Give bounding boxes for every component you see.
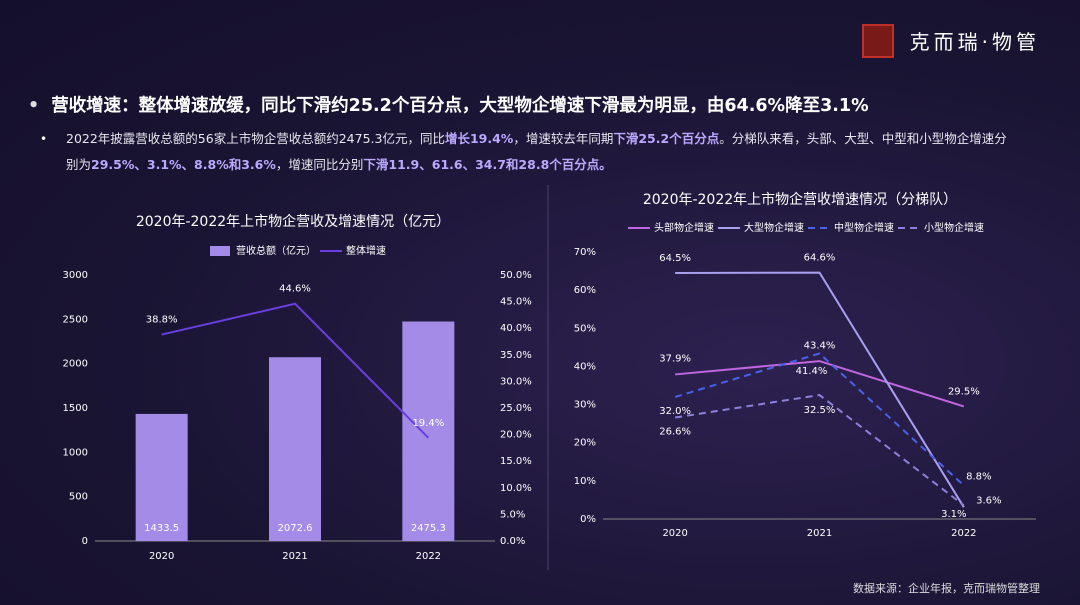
value-label: 41.4% [796, 366, 828, 377]
x-tick-label: 2020 [662, 528, 687, 539]
value-label: 3.6% [976, 495, 1001, 506]
bullet-text: 2022年披露营收总额的56家上市物企营收总额约2475.3亿元，同比增长19.… [66, 126, 1011, 178]
y2-tick-label: 5.0% [500, 509, 525, 520]
legend-label: 大型物企增速 [744, 221, 804, 234]
line [161, 302, 430, 439]
line [674, 352, 965, 487]
y-tick-label: 60% [574, 285, 596, 296]
y2-tick-label: 45.0% [500, 297, 532, 308]
highlight-text: 29.5%、3.1%、8.8%和3.6% [91, 157, 276, 172]
value-label: 2475.3 [411, 523, 446, 534]
legend-label: 中型物企增速 [834, 221, 894, 234]
legend-label: 小型物企增速 [924, 221, 984, 234]
y2-tick-label: 40.0% [500, 323, 532, 334]
value-label: 37.9% [659, 353, 691, 364]
chart-title: 2020年-2022年上市物企营收及增速情况（亿元） [136, 213, 450, 230]
x-tick-label: 2022 [416, 551, 441, 562]
y2-tick-label: 30.0% [500, 376, 532, 387]
y-tick-label: 10% [574, 476, 596, 487]
x-tick-label: 2021 [282, 551, 307, 562]
y2-tick-label: 35.0% [500, 350, 532, 361]
line [675, 271, 965, 508]
value-label: 32.0% [659, 406, 691, 417]
highlight-text: 下滑25.2个百分点 [613, 131, 720, 146]
value-label: 32.5% [804, 405, 836, 416]
value-label: 26.6% [659, 427, 691, 438]
legend-label: 营收总额（亿元） [236, 244, 316, 257]
text: ，增速较去年同期 [513, 131, 614, 146]
source: 数据来源：企业年报，克而瑞物管整理 [853, 582, 1040, 595]
bar [135, 413, 188, 541]
logo: 克而瑞·物管 [909, 30, 1040, 54]
headline: 营收增速：整体增速放缓，同比下滑约25.2个百分点，大型物企增速下滑最为明显，由… [28, 92, 868, 117]
bullet-dot: • [40, 132, 48, 146]
y-tick-label: 50% [574, 323, 596, 334]
x-tick-label: 2022 [951, 528, 976, 539]
y-tick-label: 1500 [63, 403, 88, 414]
value-label: 3.1% [941, 509, 966, 520]
legend-swatch [210, 246, 230, 256]
legend-label: 头部物企增速 [654, 221, 714, 234]
y-tick-label: 0% [580, 514, 596, 525]
value-label: 29.5% [948, 386, 980, 397]
value-label: 43.4% [804, 340, 836, 351]
text: ，增速同比分别 [275, 157, 364, 172]
y-tick-label: 0 [82, 536, 88, 547]
x-tick-label: 2021 [807, 528, 832, 539]
y-tick-label: 30% [574, 400, 596, 411]
y2-tick-label: 50.0% [500, 270, 532, 281]
highlight-text: 增长19.4% [444, 131, 514, 146]
value-label: 64.6% [804, 253, 836, 264]
y2-tick-label: 15.0% [500, 456, 532, 467]
y-tick-label: 20% [574, 438, 596, 449]
y-tick-label: 3000 [63, 270, 88, 281]
value-label: 38.8% [146, 315, 178, 326]
legend-label: 整体增速 [346, 244, 386, 257]
y-tick-label: 1000 [63, 447, 88, 458]
y2-tick-label: 25.0% [500, 403, 532, 414]
logo-icon [862, 24, 894, 58]
value-label: 19.4% [412, 418, 444, 429]
x-tick-label: 2020 [149, 551, 174, 562]
bar [269, 357, 321, 541]
text: 。分梯队来看，头部、大型、中型和小型物企增速分别为 [66, 131, 1007, 172]
y2-tick-label: 10.0% [500, 483, 532, 494]
value-label: 8.8% [966, 471, 991, 482]
bar [402, 321, 455, 541]
y-tick-label: 2000 [63, 359, 88, 370]
value-label: 44.6% [279, 284, 311, 295]
value-label: 2072.6 [278, 523, 313, 534]
highlight-text: 下滑11.9、61.6、34.7和28.8个百分点。 [363, 157, 612, 172]
y-tick-label: 500 [69, 492, 88, 503]
y-tick-label: 40% [574, 361, 596, 372]
y2-tick-label: 20.0% [500, 430, 532, 441]
text: 2022年披露营收总额的56家上市物企营收总额约2475.3亿元，同比 [66, 131, 445, 146]
y2-tick-label: 0.0% [500, 536, 525, 547]
line [675, 393, 965, 507]
value-label: 1433.5 [144, 523, 179, 534]
value-label: 64.5% [659, 253, 691, 264]
y-tick-label: 70% [574, 247, 596, 258]
line [675, 360, 965, 408]
y-tick-label: 2500 [63, 314, 88, 325]
chart-title: 2020年-2022年上市物企营收增速情况（分梯队） [643, 191, 957, 208]
